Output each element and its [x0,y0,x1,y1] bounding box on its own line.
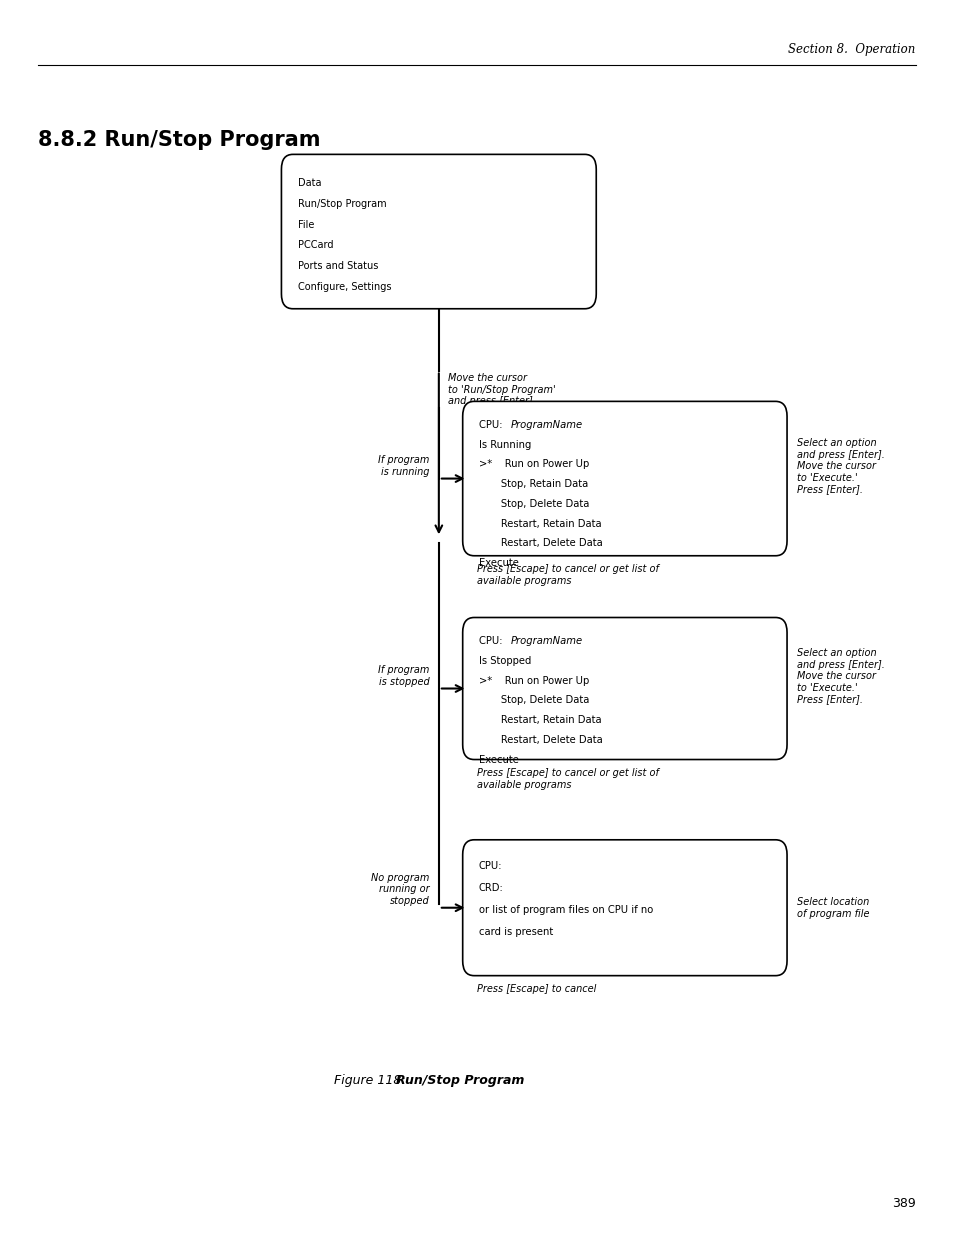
Text: Restart, Retain Data: Restart, Retain Data [478,715,601,725]
Text: Restart, Delete Data: Restart, Delete Data [478,735,602,745]
Text: 389: 389 [891,1197,915,1210]
Text: Press [Escape] to cancel or get list of
available programs: Press [Escape] to cancel or get list of … [476,564,659,585]
Text: Restart, Retain Data: Restart, Retain Data [478,519,601,529]
Text: Run/Stop Program: Run/Stop Program [395,1074,524,1088]
Text: Restart, Delete Data: Restart, Delete Data [478,538,602,548]
Text: Is Stopped: Is Stopped [478,656,531,666]
Text: Stop, Delete Data: Stop, Delete Data [478,695,589,705]
Text: Press [Escape] to cancel or get list of
available programs: Press [Escape] to cancel or get list of … [476,768,659,789]
Text: Figure 118:: Figure 118: [334,1074,409,1088]
Text: CPU:: CPU: [478,420,508,430]
Text: Move the cursor
to 'Run/Stop Program'
and press [Enter]: Move the cursor to 'Run/Stop Program' an… [448,373,556,406]
FancyBboxPatch shape [281,154,596,309]
Text: ProgramName: ProgramName [510,636,582,646]
Text: Select an option
and press [Enter].
Move the cursor
to 'Execute.'
Press [Enter].: Select an option and press [Enter]. Move… [796,438,883,494]
Text: No program
running or
stopped: No program running or stopped [371,873,429,905]
Text: Run/Stop Program: Run/Stop Program [297,199,386,209]
Text: File: File [297,220,314,230]
Text: Is Running: Is Running [478,440,531,450]
Text: Configure, Settings: Configure, Settings [297,283,391,293]
Text: Section 8.  Operation: Section 8. Operation [787,42,915,56]
Text: ProgramName: ProgramName [510,420,582,430]
Text: CPU:: CPU: [478,861,502,871]
Text: PCCard: PCCard [297,241,333,251]
Text: CRD:: CRD: [478,883,503,893]
Text: Select an option
and press [Enter].
Move the cursor
to 'Execute.'
Press [Enter].: Select an option and press [Enter]. Move… [796,648,883,704]
Text: or list of program files on CPU if no: or list of program files on CPU if no [478,905,653,915]
Text: If program
is running: If program is running [377,456,429,477]
Text: >*    Run on Power Up: >* Run on Power Up [478,459,589,469]
Text: Stop, Retain Data: Stop, Retain Data [478,479,588,489]
FancyBboxPatch shape [462,401,786,556]
Text: Execute: Execute [478,755,518,764]
FancyBboxPatch shape [462,840,786,976]
Text: Press [Escape] to cancel: Press [Escape] to cancel [476,984,596,994]
Text: If program
is stopped: If program is stopped [377,666,429,687]
Text: >*    Run on Power Up: >* Run on Power Up [478,676,589,685]
Text: Stop, Delete Data: Stop, Delete Data [478,499,589,509]
Text: Select location
of program file: Select location of program file [796,897,868,919]
Text: Execute: Execute [478,558,518,568]
Text: card is present: card is present [478,927,553,937]
Text: 8.8.2 Run/Stop Program: 8.8.2 Run/Stop Program [38,130,320,149]
FancyBboxPatch shape [462,618,786,760]
Text: Ports and Status: Ports and Status [297,262,377,272]
Text: CPU:: CPU: [478,636,508,646]
Text: Data: Data [297,178,321,188]
